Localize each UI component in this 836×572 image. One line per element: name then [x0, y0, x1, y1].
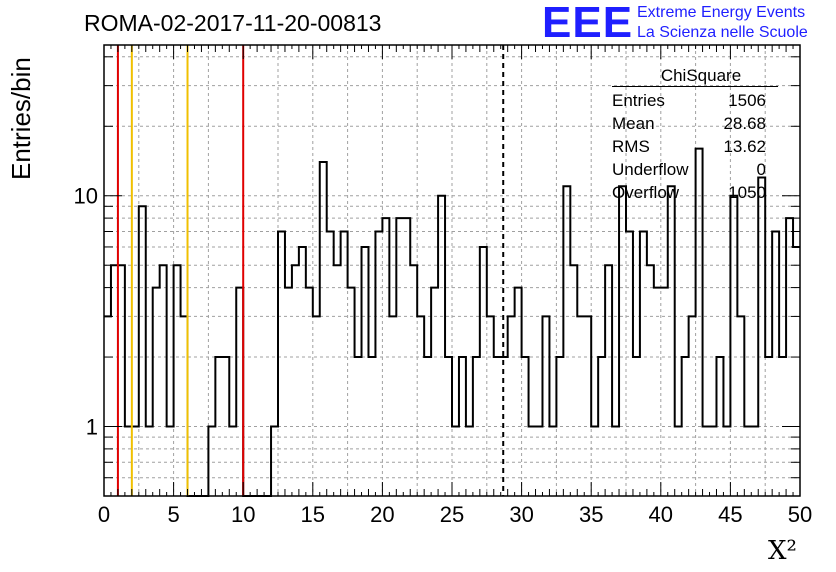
stats-label: Mean [612, 114, 655, 133]
x-tick-label: 35 [579, 502, 603, 527]
x-tick-label: 25 [440, 502, 464, 527]
y-tick-label: 10 [74, 184, 98, 209]
y-tick-label: 1 [86, 415, 98, 440]
x-tick-label: 40 [649, 502, 673, 527]
x-tick-label: 15 [301, 502, 325, 527]
stats-value: 1050 [728, 183, 766, 202]
stats-row-mean: Mean 28.68 [612, 112, 778, 135]
stats-row-overflow: Overflow 1050 [612, 181, 778, 204]
x-tick-label: 50 [788, 502, 812, 527]
stats-value: 1506 [728, 91, 766, 110]
stats-value: 28.68 [723, 114, 766, 133]
stats-title: ChiSquare [612, 66, 778, 87]
x-axis-label: X² [768, 536, 797, 566]
stats-label: Underflow [612, 160, 689, 179]
x-tick-label: 45 [718, 502, 742, 527]
run-title: ROMA-02-2017-11-20-00813 [84, 10, 382, 36]
eee-logo: EEE [542, 0, 634, 47]
stats-label: Overflow [612, 183, 680, 202]
stats-label: RMS [612, 137, 650, 156]
x-tick-label: 0 [98, 502, 110, 527]
logo-line-2: La Scienza nelle Scuole [637, 24, 808, 41]
stats-row-underflow: Underflow 0 [612, 158, 778, 181]
stats-label: Entries [612, 91, 665, 110]
x-tick-label: 20 [370, 502, 394, 527]
stats-row-rms: RMS 13.62 [612, 135, 778, 158]
stats-value: 0 [756, 160, 766, 179]
logo-line-1: Extreme Energy Events [637, 4, 806, 21]
x-tick-label: 10 [231, 502, 255, 527]
histogram-series [104, 147, 800, 497]
y-axis-label: Entries/bin [6, 57, 36, 180]
stats-row-entries: Entries 1506 [612, 89, 778, 112]
stats-box: ChiSquare Entries 1506 Mean 28.68 RMS 13… [612, 66, 778, 204]
stats-value: 13.62 [723, 137, 766, 156]
x-tick-label: 5 [167, 502, 179, 527]
x-tick-label: 30 [509, 502, 533, 527]
